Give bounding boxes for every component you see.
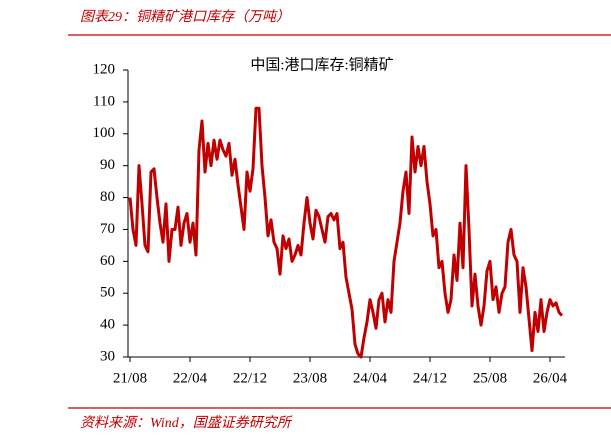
- y-tick-label: 80: [100, 189, 115, 205]
- x-tick-label: 22/04: [173, 370, 208, 386]
- line-series: [128, 106, 564, 359]
- y-tick-label: 110: [93, 93, 115, 109]
- x-tick-label: 21/08: [113, 370, 147, 386]
- x-tick-label: 22/12: [233, 370, 267, 386]
- y-tick-label: 60: [100, 253, 115, 269]
- x-tick-label: 24/12: [413, 370, 447, 386]
- x-tick-label: 26/04: [533, 370, 568, 386]
- y-tick-label: 50: [100, 285, 115, 301]
- y-tick-label: 90: [100, 157, 115, 173]
- source-note: 资料来源：Wind，国盛证券研究所: [80, 415, 293, 431]
- y-tick-label: 70: [100, 221, 115, 237]
- y-tick-label: 120: [93, 61, 116, 77]
- x-tick-label: 23/08: [293, 370, 327, 386]
- x-tick-label: 24/04: [353, 370, 388, 386]
- y-tick-label: 30: [100, 348, 115, 364]
- header-title: 图表29：铜精矿港口库存（万吨）: [80, 9, 290, 25]
- y-tick-label: 100: [93, 125, 116, 141]
- chart-title: 中国:港口库存:铜精矿: [250, 56, 393, 73]
- y-tick-label: 40: [100, 317, 115, 333]
- x-tick-label: 25/08: [473, 370, 507, 386]
